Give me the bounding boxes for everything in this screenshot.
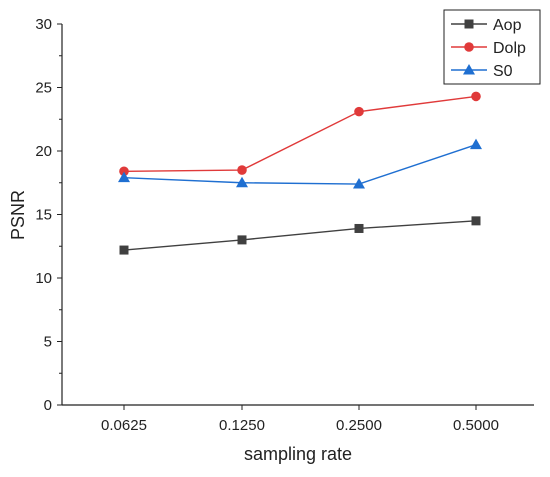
series-dolp xyxy=(119,91,481,177)
x-axis-title: sampling rate xyxy=(244,444,352,464)
y-tick-label: 30 xyxy=(35,16,52,33)
data-point-dolp xyxy=(354,106,364,117)
series-line-dolp xyxy=(123,95,477,173)
x-tick-label: 0.1250 xyxy=(219,417,265,434)
y-tick-label: 10 xyxy=(35,270,52,287)
series-s0 xyxy=(118,138,482,189)
x-tick-label: 0.2500 xyxy=(336,417,382,434)
legend-item-aop: Aop xyxy=(451,17,522,34)
y-tick-label: 5 xyxy=(44,334,52,351)
data-point-aop xyxy=(237,235,247,245)
legend-marker-aop xyxy=(464,19,474,29)
legend-marker-dolp xyxy=(464,42,474,52)
legend-label-aop: Aop xyxy=(493,17,522,34)
x-tick-label: 0.0625 xyxy=(101,417,147,434)
y-axis-title: PSNR xyxy=(8,190,28,240)
data-point-aop xyxy=(471,216,481,226)
series-line-aop xyxy=(123,220,477,251)
y-tick-label: 25 xyxy=(35,80,52,97)
y-tick-label: 0 xyxy=(44,397,52,414)
data-point-dolp xyxy=(471,91,481,102)
x-tick-label: 0.5000 xyxy=(453,417,499,434)
data-point-dolp xyxy=(237,165,247,175)
axes: 0 5 10 15 20 25 30 0.0625 0.1250 0.2500 0.5000 xyxy=(35,16,534,434)
legend: Aop Dolp S0 xyxy=(443,9,541,85)
y-tick-label: 20 xyxy=(35,143,52,160)
legend-label-dolp: Dolp xyxy=(493,40,526,57)
data-point-s0 xyxy=(470,138,482,150)
series-line-s0 xyxy=(123,143,477,185)
data-point-s0 xyxy=(118,171,130,183)
y-tick-label: 15 xyxy=(35,207,52,224)
series-aop xyxy=(119,216,481,255)
data-point-s0 xyxy=(353,178,365,189)
data-point-aop xyxy=(354,223,364,233)
data-point-aop xyxy=(119,245,129,255)
legend-marker-s0 xyxy=(463,64,475,75)
legend-item-dolp: Dolp xyxy=(451,40,526,57)
legend-label-s0: S0 xyxy=(493,63,513,80)
data-point-dolp xyxy=(119,166,129,177)
series-layer xyxy=(118,91,482,255)
legend-item-s0: S0 xyxy=(451,63,513,80)
data-point-s0 xyxy=(236,176,248,188)
